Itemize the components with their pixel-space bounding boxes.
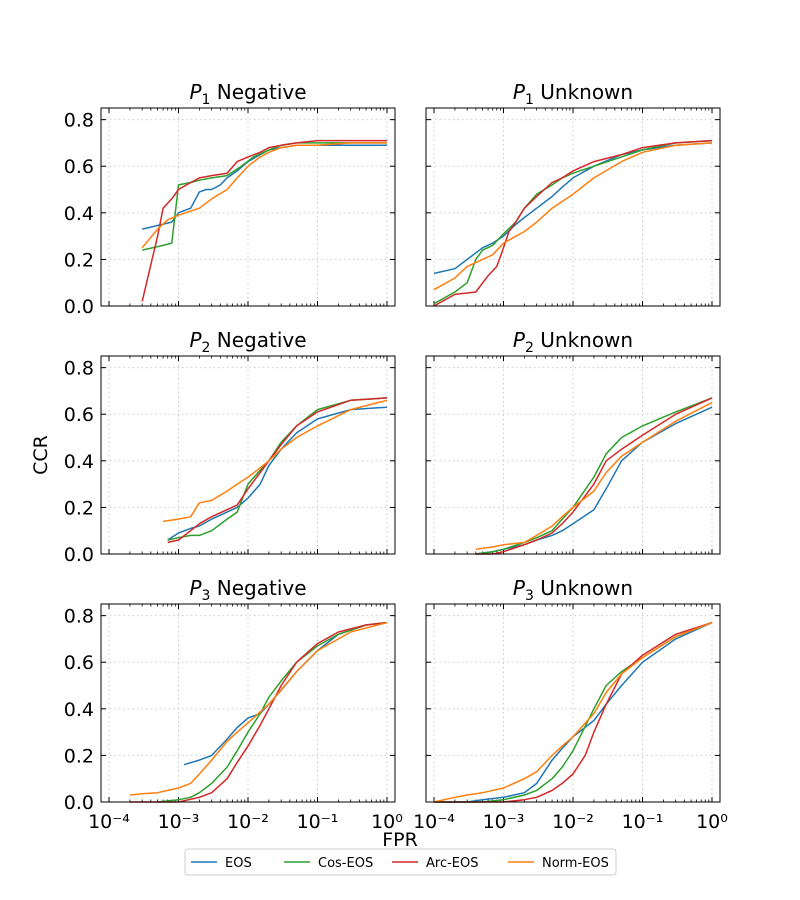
series-line-norm-eos [433, 621, 713, 803]
series-line-eos [183, 621, 388, 766]
panel-title-symbol: P [189, 328, 202, 352]
x-tick-label: 10⁻¹ [297, 811, 339, 833]
legend-label: Cos-EOS [318, 856, 373, 871]
axes-frame [100, 603, 396, 803]
axes-frame [100, 107, 396, 307]
axes-frame [425, 603, 721, 803]
series-line-norm-eos [129, 621, 388, 796]
panel-6: P3 Unknown 10⁻⁴ 10⁻³ 10⁻² 10⁻¹ 10⁰ [413, 576, 728, 833]
x-tick-label: 10⁻² [227, 811, 269, 833]
x-tick-label: 10⁻² [552, 811, 594, 833]
panel-title-symbol: P [189, 576, 202, 600]
x-tick-label: 10⁻³ [158, 811, 200, 833]
series-line-norm-eos [141, 142, 387, 249]
legend-label: Arc-EOS [426, 856, 479, 871]
series-line-arc-eos [433, 139, 713, 307]
series-line-arc-eos [475, 397, 713, 555]
panel-title-subscript: 3 [202, 588, 211, 604]
legend-label: Norm-EOS [542, 856, 609, 871]
series-line-arc-eos [129, 621, 388, 803]
y-tick-label: 0.8 [64, 358, 94, 380]
series-line-arc-eos [167, 397, 388, 544]
x-tick-label: 10⁻¹ [622, 811, 664, 833]
series-line-eos [475, 406, 713, 555]
series-line-norm-eos [162, 399, 388, 523]
x-tick-label: 10⁰ [696, 811, 728, 833]
y-tick-label: 0.6 [64, 652, 94, 674]
panel-title: P1 Unknown [513, 80, 633, 108]
y-tick-label: 0.8 [64, 606, 94, 628]
legend-label: EOS [225, 856, 252, 871]
y-tick-label: 0.2 [64, 745, 94, 767]
y-tick-label: 0.2 [64, 497, 94, 519]
panel-title: P2 Unknown [513, 328, 633, 356]
y-tick-label: 0.0 [64, 792, 94, 814]
series-line-cos-eos [475, 397, 713, 555]
panel-title-subscript: 3 [525, 588, 534, 604]
y-tick-label: 0.0 [64, 296, 94, 318]
panel-title-text: Unknown [534, 328, 633, 352]
x-tick-label: 10⁻⁴ [413, 811, 455, 833]
y-tick-label: 0.6 [64, 156, 94, 178]
series-line-cos-eos [157, 621, 388, 803]
x-axis-label: FPR [382, 829, 418, 851]
panel-title: P2 Negative [189, 328, 306, 356]
panel-title-subscript: 1 [202, 92, 211, 108]
y-axis-label: CCR [30, 435, 52, 475]
panel-4: P2 Unknown [425, 328, 721, 555]
series-line-cos-eos [167, 397, 388, 541]
x-tick-label: 10⁻⁴ [88, 811, 130, 833]
panel-title-text: Negative [210, 80, 306, 104]
series-line-norm-eos [433, 142, 713, 291]
axes-frame [425, 107, 721, 307]
panel-title-symbol: P [513, 328, 526, 352]
y-tick-label: 0.8 [64, 110, 94, 132]
axes-frame [100, 355, 396, 555]
y-tick-label: 0.0 [64, 544, 94, 566]
y-tick-label: 0.4 [64, 699, 94, 721]
series-line-eos [434, 621, 713, 803]
panel-title-symbol: P [189, 80, 202, 104]
panel-title: P3 Negative [189, 576, 306, 604]
panel-1: P1 Negative 0.0 0.2 0.4 0.6 0.8 [64, 80, 396, 318]
panel-title-subscript: 1 [525, 92, 534, 108]
y-tick-label: 0.6 [64, 404, 94, 426]
series-line-cos-eos [142, 142, 387, 251]
legend: EOS Cos-EOS Arc-EOS Norm-EOS [184, 848, 617, 876]
panel-title-text: Negative [210, 576, 306, 600]
axes-frame [425, 355, 721, 555]
panel-3: P2 Negative 0.0 0.2 0.4 0.6 0.8 [64, 328, 396, 566]
x-tick-label: 10⁻³ [483, 811, 525, 833]
y-tick-label: 0.4 [64, 203, 94, 225]
panel-title-symbol: P [513, 576, 526, 600]
y-tick-label: 0.4 [64, 451, 94, 473]
panel-2: P1 Unknown [425, 80, 721, 307]
series-line-eos [167, 406, 388, 541]
panel-title-text: Unknown [534, 576, 633, 600]
series-line-arc-eos [141, 139, 387, 302]
panel-title-symbol: P [513, 80, 526, 104]
panel-title-subscript: 2 [525, 340, 534, 356]
x-tick-label: 10⁰ [371, 811, 403, 833]
y-tick-label: 0.2 [64, 249, 94, 271]
panel-title-subscript: 2 [202, 340, 211, 356]
panel-title: P3 Unknown [513, 576, 633, 604]
series-line-norm-eos [475, 401, 713, 551]
panel-5: P3 Negative 0.0 0.2 0.4 0.6 0.8 10⁻⁴ 10⁻³ 10⁻² 10… [64, 576, 403, 833]
panel-title-text: Negative [210, 328, 306, 352]
panel-title: P1 Negative [189, 80, 306, 108]
panel-title-text: Unknown [534, 80, 633, 104]
